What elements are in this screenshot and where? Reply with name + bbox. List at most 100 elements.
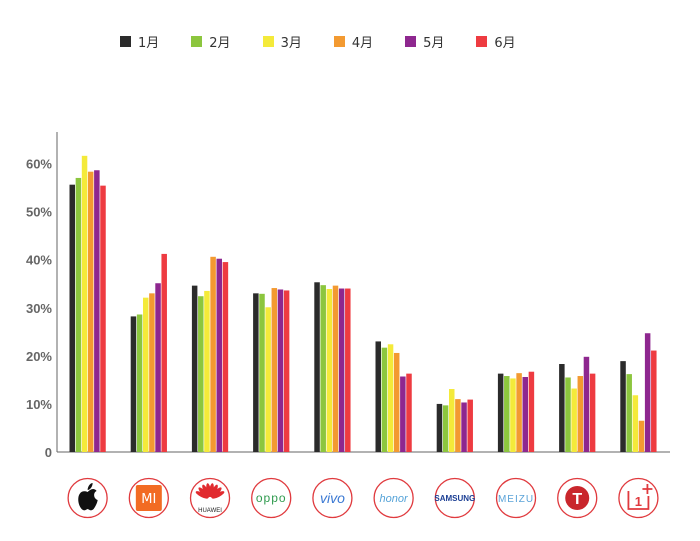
honor-icon: honor (373, 477, 414, 519)
bar (283, 290, 290, 452)
bar (271, 288, 278, 452)
bar (577, 376, 584, 452)
y-tick-label: 20% (26, 349, 52, 364)
bar (467, 399, 473, 452)
svg-text:SAMSUNG: SAMSUNG (434, 494, 475, 503)
bars (69, 155, 657, 452)
oneplus-icon: 1 (618, 477, 659, 519)
bar (504, 376, 510, 452)
bar (583, 356, 590, 452)
y-tick-label: 60% (26, 157, 52, 172)
svg-text:honor: honor (380, 493, 409, 505)
y-tick-label: 50% (26, 205, 52, 220)
bar (449, 389, 455, 452)
legend-label: 3月 (280, 35, 302, 51)
y-tick-label: 40% (26, 253, 52, 268)
bar (381, 347, 388, 452)
smartisan-icon: T (557, 477, 598, 519)
legend-swatch (476, 35, 488, 47)
legend-item: 6月 (476, 31, 516, 51)
bar (589, 373, 596, 452)
bar (87, 171, 94, 452)
bar-group (375, 341, 412, 452)
legend-item: 4月 (333, 31, 374, 51)
legend-swatch (120, 35, 131, 47)
legend-item: 3月 (262, 31, 302, 51)
bar-group (620, 333, 657, 452)
legend-swatch (191, 35, 203, 47)
y-axis-ticks: 0 10% 20% 30% 40% 50% 60% (26, 157, 52, 460)
bar (210, 256, 216, 452)
samsung-icon: SAMSUNG (434, 477, 475, 519)
mi-icon: MI (128, 477, 169, 519)
oppo-icon: oppo (251, 477, 292, 519)
bar-group (559, 356, 596, 452)
legend-swatch (333, 35, 345, 47)
legend-label: 1月 (138, 35, 160, 51)
bar (277, 289, 284, 452)
legend-swatch (262, 35, 274, 47)
bar-group (497, 371, 535, 452)
bar (345, 288, 351, 452)
bar (216, 258, 222, 452)
bar (149, 293, 155, 452)
bar (632, 395, 639, 452)
bar-group (253, 288, 290, 452)
bar (626, 374, 632, 452)
bar (326, 289, 333, 452)
bar (136, 314, 143, 452)
legend-swatch (405, 35, 417, 47)
bar (455, 399, 461, 452)
bar (130, 316, 137, 452)
bar (191, 285, 198, 452)
legend-label: 6月 (494, 35, 516, 51)
bar-group (436, 389, 473, 452)
bar (143, 297, 149, 452)
bar (375, 341, 381, 452)
bar-group (130, 253, 167, 452)
bar (387, 344, 394, 452)
bar (265, 307, 271, 452)
brand-icons: MI HUAWEI oppo vivo honor SAMSUNG MEIZU T 1 (67, 477, 659, 519)
svg-text:T: T (572, 491, 582, 508)
svg-text:1: 1 (635, 494, 642, 509)
bar (651, 350, 657, 452)
legend-item: 5月 (405, 31, 444, 51)
huawei-icon: HUAWEI (189, 477, 231, 519)
svg-text:HUAWEI: HUAWEI (198, 508, 222, 514)
svg-text:MEIZU: MEIZU (498, 494, 534, 505)
bar (571, 388, 577, 452)
bar (516, 373, 522, 452)
legend-item: 2月 (191, 31, 231, 51)
svg-text:MI: MI (141, 492, 156, 507)
bar (81, 155, 88, 452)
bar (638, 420, 645, 452)
legend: 1月 2月 3月 4月 5月 6月 (120, 31, 548, 51)
bar (559, 364, 565, 452)
bar-group (191, 256, 229, 452)
bar (222, 262, 229, 452)
bar (198, 296, 204, 452)
bar (69, 184, 75, 452)
bar (100, 185, 106, 452)
bar (522, 377, 528, 452)
legend-label: 4月 (351, 35, 374, 51)
bar (253, 293, 259, 452)
bar (620, 361, 626, 452)
y-tick-label: 0 (45, 445, 52, 460)
bar (406, 373, 412, 452)
bar (436, 403, 443, 452)
bar (528, 371, 535, 452)
y-tick-label: 10% (26, 397, 52, 412)
bar (259, 293, 265, 452)
bar (393, 352, 400, 452)
bar (338, 288, 345, 452)
meizu-icon: MEIZU (495, 477, 537, 519)
y-tick-label: 30% (26, 301, 52, 316)
bar (510, 378, 516, 452)
bar (332, 285, 339, 452)
legend-label: 2月 (209, 35, 231, 51)
bar (442, 405, 449, 452)
bar (320, 285, 326, 452)
